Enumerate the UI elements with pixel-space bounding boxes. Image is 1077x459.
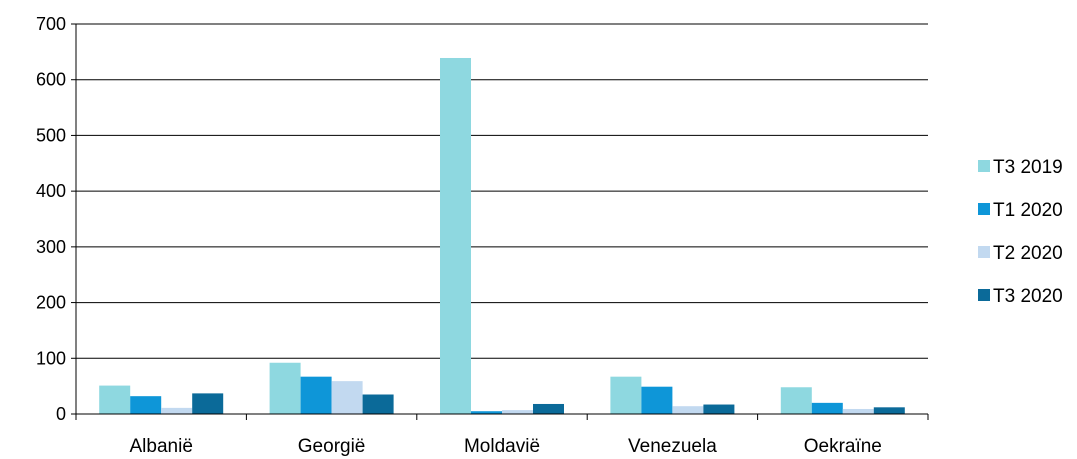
- bar: [842, 408, 874, 414]
- bar: [269, 362, 301, 414]
- y-tick-label: 200: [36, 293, 66, 313]
- y-axis-tick-labels: 0 100 200 300 400 500 600 700: [36, 14, 66, 424]
- x-axis-category-labels: Albanië Georgië Moldavië Venezuela Oekraïne: [130, 436, 882, 457]
- bar: [130, 396, 162, 414]
- y-tick-label: 0: [56, 404, 66, 424]
- bar: [161, 407, 193, 414]
- y-tick-label: 400: [36, 181, 66, 201]
- x-category-label: Georgië: [298, 436, 366, 457]
- bar: [610, 376, 642, 414]
- legend-swatch: [978, 289, 990, 301]
- legend-label: T3 2020: [993, 286, 1063, 307]
- bar: [703, 404, 735, 414]
- bar: [471, 411, 502, 414]
- x-category-label: Albanië: [130, 436, 193, 457]
- bar: [811, 402, 843, 414]
- y-tick-label: 700: [36, 14, 66, 34]
- bar: [873, 407, 905, 414]
- bar: [192, 393, 224, 414]
- y-tick-label: 100: [36, 348, 66, 368]
- bar: [641, 386, 673, 414]
- legend-swatch: [978, 160, 990, 172]
- x-category-label: Venezuela: [628, 436, 717, 457]
- y-tick-label: 500: [36, 125, 66, 145]
- bar: [362, 394, 394, 414]
- axes: [71, 23, 929, 420]
- legend-label: T2 2020: [993, 243, 1063, 264]
- bar: [440, 57, 471, 414]
- x-category-label: Oekraïne: [804, 436, 882, 457]
- legend-label: T3 2019: [993, 157, 1063, 178]
- bars: [99, 57, 905, 414]
- bar: [502, 410, 533, 414]
- x-category-label: Moldavië: [464, 436, 540, 457]
- bar: [780, 387, 812, 414]
- gridlines: [76, 23, 928, 359]
- bar: [672, 406, 704, 414]
- bar: [99, 385, 131, 414]
- legend-label: T1 2020: [993, 200, 1063, 221]
- legend-swatch: [978, 246, 990, 258]
- bar: [331, 381, 363, 414]
- bar: [533, 403, 564, 414]
- y-tick-label: 600: [36, 70, 66, 90]
- legend-swatch: [978, 203, 990, 215]
- y-tick-label: 300: [36, 237, 66, 257]
- legend: T3 2019 T1 2020 T2 2020 T3 2020: [978, 157, 1063, 307]
- bar: [300, 376, 332, 414]
